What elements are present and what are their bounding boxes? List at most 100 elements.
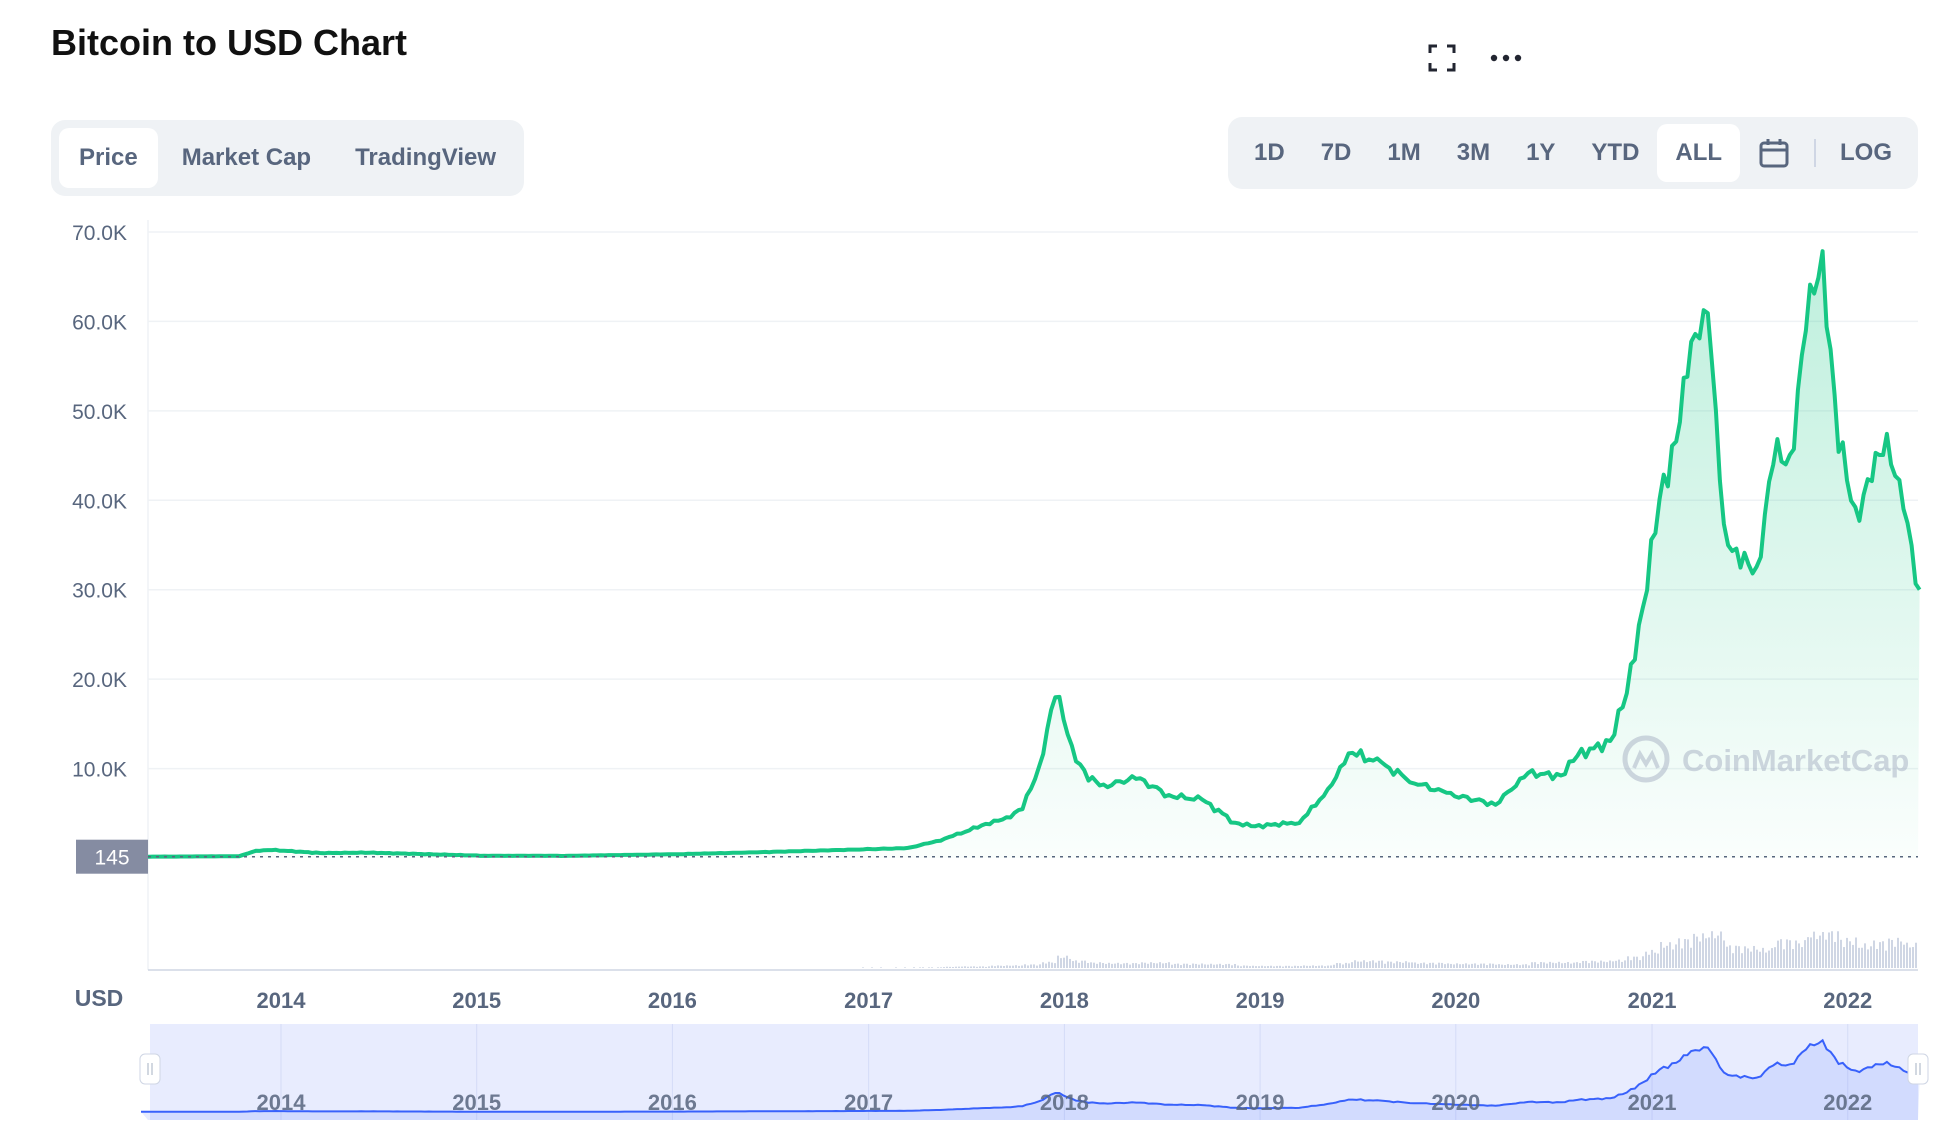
tab-market-cap[interactable]: Market Cap xyxy=(181,144,312,171)
tab-price[interactable]: Price xyxy=(59,128,158,188)
y-tick-label: 40.0K xyxy=(72,490,127,513)
volume-bar xyxy=(1138,964,1140,968)
volume-bar xyxy=(928,967,930,968)
volume-bar xyxy=(1615,960,1617,968)
volume-bar xyxy=(1903,944,1905,968)
volume-bar xyxy=(1066,955,1068,968)
volume-bar xyxy=(1078,962,1080,968)
volume-bar xyxy=(1912,947,1914,968)
volume-bar xyxy=(1567,962,1569,968)
x-tick-label: 2020 xyxy=(1431,988,1480,1013)
volume-bar xyxy=(1444,964,1446,968)
volume-bar xyxy=(1690,947,1692,968)
volume-bar xyxy=(1261,965,1263,968)
tab-tradingview[interactable]: TradingView xyxy=(355,144,497,171)
volume-bar xyxy=(1600,960,1602,968)
volume-bar xyxy=(1642,956,1644,968)
x-tick-label: 2014 xyxy=(257,988,307,1013)
navigator-x-label: 2017 xyxy=(844,1090,893,1115)
volume-bar xyxy=(1801,947,1803,968)
volume-bar xyxy=(994,966,996,968)
range-1m-button[interactable]: 1M xyxy=(1387,139,1421,166)
fullscreen-button[interactable] xyxy=(1420,38,1464,78)
volume-bar xyxy=(1540,962,1542,968)
y-axis: 10.0K 20.0K 30.0K 40.0K 50.0K 60.0K 70.0K xyxy=(72,222,127,782)
volume-bar xyxy=(1102,963,1104,968)
volume-bar xyxy=(1792,949,1794,968)
volume-bar xyxy=(1171,964,1173,968)
volume-bar xyxy=(1747,948,1749,968)
volume-bar xyxy=(1375,962,1377,968)
range-7d-button[interactable]: 7D xyxy=(1320,139,1352,166)
volume-bar xyxy=(1018,965,1020,968)
volume-bar xyxy=(1621,961,1623,968)
navigator-left-handle[interactable] xyxy=(139,1053,161,1085)
volume-bar xyxy=(1711,931,1713,968)
range-3m-button[interactable]: 3M xyxy=(1456,139,1491,166)
volume-bar xyxy=(1843,947,1845,968)
range-1d-button[interactable]: 1D xyxy=(1254,139,1285,166)
navigator-right-handle[interactable] xyxy=(1907,1053,1929,1085)
volume-bar xyxy=(1699,941,1701,968)
volume-bar xyxy=(1810,937,1812,968)
volume-bar xyxy=(1786,939,1788,968)
volume-bar xyxy=(1354,960,1356,968)
calendar-button[interactable] xyxy=(1740,124,1808,182)
currency-label: USD xyxy=(75,985,124,1011)
volume-bar xyxy=(1042,962,1044,968)
volume-bar xyxy=(1483,963,1485,968)
volume-bar xyxy=(937,967,939,968)
navigator-x-label: 2021 xyxy=(1628,1090,1677,1115)
volume-bar xyxy=(1828,932,1830,968)
volume-bar xyxy=(1489,963,1491,968)
volume-bar xyxy=(1009,965,1011,968)
volume-bar xyxy=(1147,963,1149,968)
volume-bar xyxy=(1123,963,1125,968)
range-ytd-button[interactable]: YTD xyxy=(1591,139,1640,166)
volume-bar xyxy=(1420,963,1422,968)
volume-bar xyxy=(1504,964,1506,968)
volume-bar xyxy=(1693,933,1695,968)
volume-bar xyxy=(1327,965,1329,968)
volume-bar xyxy=(1480,963,1482,968)
volume-bar xyxy=(961,966,963,968)
volume-bar xyxy=(1564,962,1566,968)
x-tick-label: 2015 xyxy=(452,988,501,1013)
range-1y-button[interactable]: 1Y xyxy=(1526,139,1556,166)
volume-bar xyxy=(1285,965,1287,968)
more-options-button[interactable] xyxy=(1484,38,1528,78)
range-all-button[interactable]: ALL xyxy=(1657,124,1741,182)
volume-bar xyxy=(1486,965,1488,968)
volume-bar xyxy=(1783,949,1785,968)
volume-bar xyxy=(1183,963,1185,968)
volume-bar xyxy=(1576,962,1578,968)
volume-bar xyxy=(1384,963,1386,968)
volume-bar xyxy=(1570,963,1572,968)
volume-bar xyxy=(1465,963,1467,968)
volume-bar xyxy=(1264,966,1266,968)
volume-bar xyxy=(1639,960,1641,968)
y-tick-label: 30.0K xyxy=(72,580,127,603)
volume-bar xyxy=(1360,961,1362,968)
volume-bar xyxy=(1051,962,1053,968)
volume-bar xyxy=(1207,964,1209,968)
log-scale-button[interactable]: LOG xyxy=(1840,139,1892,166)
volume-bar xyxy=(1768,950,1770,968)
volume-bar xyxy=(1201,963,1203,968)
volume-bar xyxy=(958,966,960,968)
volume-bar xyxy=(1246,965,1248,968)
volume-bar xyxy=(1732,953,1734,968)
volume-bar xyxy=(1258,966,1260,968)
navigator[interactable]: 2014 2015 2016 2017 2018 2019 2020 2021 2022 xyxy=(139,1024,1929,1120)
volume-bar xyxy=(1279,965,1281,968)
x-tick-label: 2022 xyxy=(1823,988,1872,1013)
x-tick-label: 2019 xyxy=(1236,988,1285,1013)
volume-bar xyxy=(1864,943,1866,968)
volume-bar xyxy=(1666,945,1668,968)
volume-bar xyxy=(1888,938,1890,968)
watermark: CoinMarketCap xyxy=(1622,735,1909,783)
volume-bar xyxy=(1021,965,1023,968)
volume-bar xyxy=(1156,963,1158,968)
time-range-selector: 1D 7D 1M 3M 1Y YTD ALL LOG xyxy=(1228,117,1918,189)
volume-bar xyxy=(1294,965,1296,968)
